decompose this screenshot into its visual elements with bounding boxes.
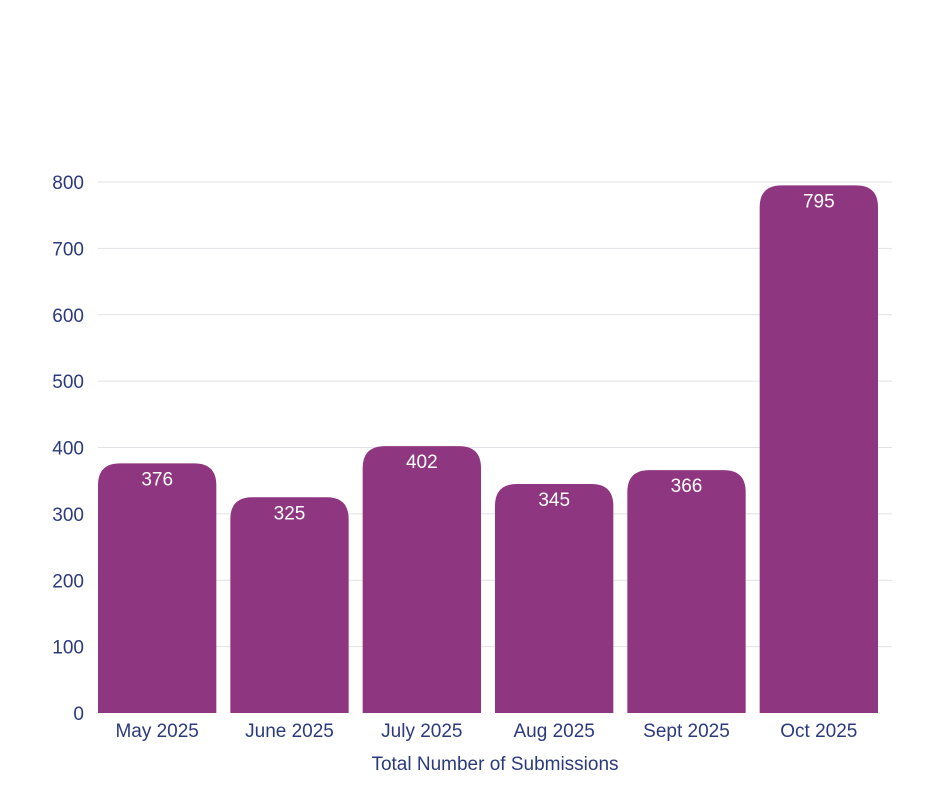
x-tick-label: May 2025 (115, 721, 198, 742)
y-tick-label: 500 (52, 372, 84, 393)
y-tick-label: 600 (52, 306, 84, 327)
bar-july-2025 (362, 446, 481, 713)
bar-value-label: 402 (406, 452, 438, 473)
bar-sept-2025 (627, 470, 746, 713)
y-tick-label: 100 (52, 638, 84, 659)
bar-value-label: 325 (274, 503, 306, 524)
x-tick-label: June 2025 (245, 721, 334, 742)
y-tick-label: 0 (73, 704, 84, 725)
x-axis-ticks: May 2025 June 2025 July 2025 Aug 2025 Sept 2… (115, 721, 857, 742)
bar-value-labels: 376 325 402 345 366 795 (141, 191, 834, 524)
bar-may-2025 (98, 463, 217, 713)
y-tick-label: 300 (52, 505, 84, 526)
x-tick-label: Sept 2025 (643, 721, 730, 742)
bar-value-label: 376 (141, 469, 173, 490)
y-tick-label: 200 (52, 571, 84, 592)
bars (98, 185, 878, 714)
y-tick-label: 700 (52, 239, 84, 260)
bar-aug-2025 (495, 484, 614, 713)
y-tick-label: 400 (52, 439, 84, 460)
y-tick-label: 800 (52, 173, 84, 194)
bar-value-label: 366 (671, 476, 703, 497)
x-tick-label: July 2025 (381, 721, 462, 742)
y-axis-ticks: 0 100 200 300 400 500 600 700 800 (52, 173, 84, 725)
bar-june-2025 (230, 497, 349, 713)
bar-value-label: 795 (803, 191, 835, 212)
bar-oct-2025 (759, 185, 878, 714)
bar-value-label: 345 (538, 490, 570, 511)
x-tick-label: Oct 2025 (780, 721, 857, 742)
x-axis-title: Total Number of Submissions (371, 754, 618, 775)
x-tick-label: Aug 2025 (513, 721, 594, 742)
